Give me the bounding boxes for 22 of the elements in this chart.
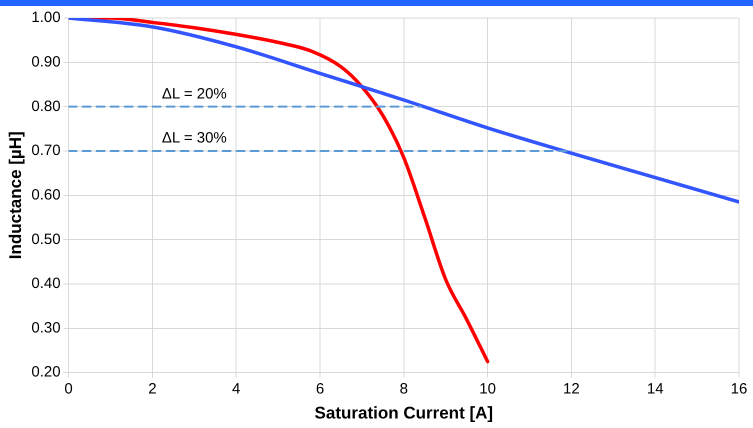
annotation: ΔL = 20% <box>162 85 227 102</box>
y-axis-title: Inductance [µH] <box>6 131 25 260</box>
y-tick-label: 0.30 <box>31 319 61 336</box>
x-tick-label: 0 <box>64 380 73 398</box>
x-tick-label: 14 <box>646 380 664 398</box>
y-tick-label: 0.60 <box>31 186 61 204</box>
y-tick-label: 1.00 <box>31 9 61 26</box>
x-axis-title: Saturation Current [A] <box>314 403 494 422</box>
y-tick-label: 0.50 <box>31 230 61 248</box>
y-tick-label: 0.70 <box>31 142 61 160</box>
x-tick-label: 4 <box>232 380 240 398</box>
x-tick-label: 2 <box>148 380 157 398</box>
y-tick-label: 0.90 <box>31 53 61 70</box>
x-tick-label: 10 <box>479 380 496 398</box>
x-tick-label: 16 <box>730 380 748 398</box>
y-tick-label: 0.20 <box>31 364 61 381</box>
x-tick-label: 12 <box>563 380 580 398</box>
x-tick-label: 8 <box>400 380 408 398</box>
annotation: ΔL = 30% <box>162 130 227 147</box>
y-tick-label: 0.80 <box>31 98 61 115</box>
x-tick-label: 6 <box>316 380 324 398</box>
y-tick-label: 0.40 <box>31 275 61 292</box>
